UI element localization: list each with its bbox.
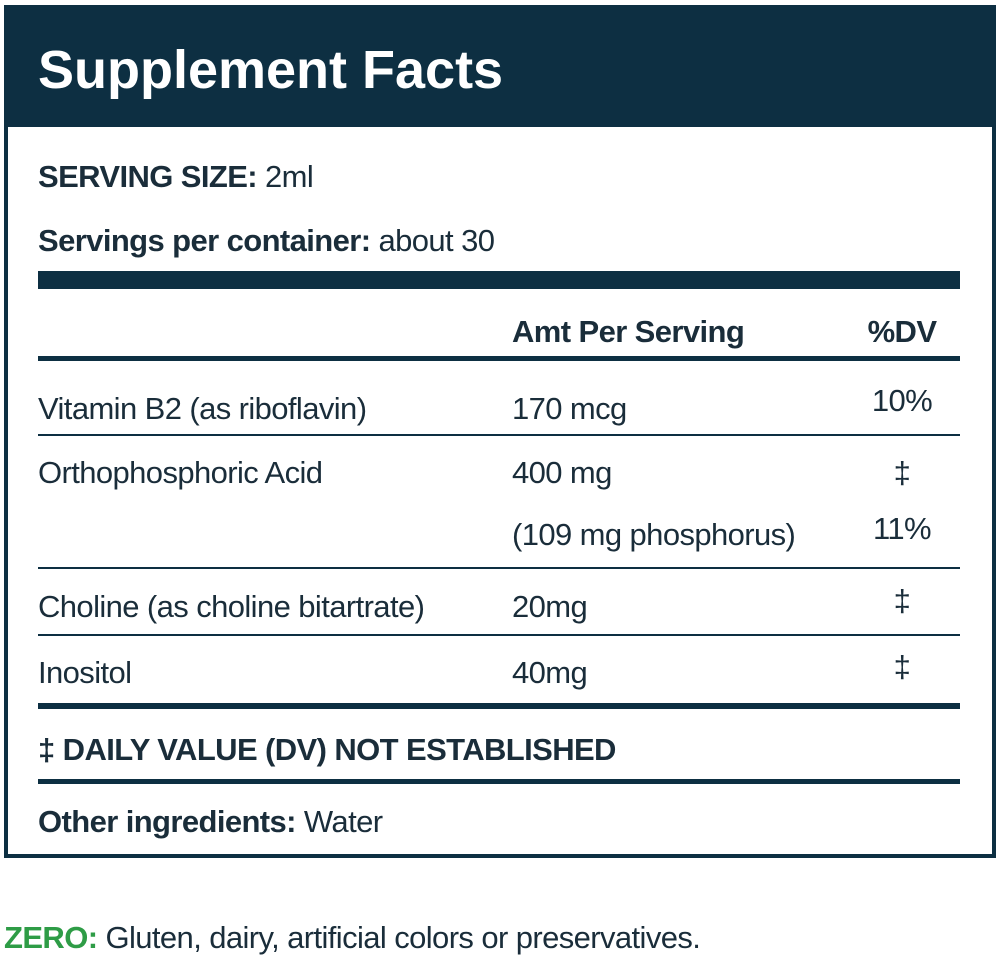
title: Supplement Facts	[38, 40, 504, 100]
rule	[38, 703, 960, 709]
amount: 20mg	[512, 589, 588, 624]
other-ingredients: Other ingredients: Water	[38, 804, 383, 840]
nutrient-name: Inositol	[38, 655, 132, 690]
rule	[38, 779, 960, 784]
label: SERVING SIZE:	[38, 159, 258, 194]
daily-value: ‡	[893, 583, 911, 618]
nutrient-name: Choline (as choline bitartrate)	[38, 589, 425, 624]
facts-panel: Supplement Facts SERVING SIZE: 2ml Servi…	[4, 5, 996, 858]
daily-value: 10%	[871, 383, 933, 418]
rule	[38, 356, 960, 361]
row-rule	[38, 567, 960, 569]
amount: 170 mcg	[512, 391, 627, 426]
amount: (109 mg phosphorus)	[512, 517, 796, 552]
header-bar: Supplement Facts	[8, 9, 992, 127]
row-rule	[38, 634, 960, 636]
label: Other ingredients:	[38, 804, 297, 839]
daily-value: 11%	[873, 511, 932, 546]
column-header: Amt Per Serving	[512, 314, 745, 349]
value: 2ml	[265, 159, 314, 194]
footnote: ‡ DAILY VALUE (DV) NOT ESTABLISHED	[38, 732, 616, 767]
value: Gluten, dairy, artificial colors or pres…	[105, 920, 701, 955]
column-header: %DV	[867, 314, 937, 349]
value: about 30	[378, 223, 495, 258]
amount: 400 mg	[512, 455, 612, 490]
nutrient-name: Orthophosphoric Acid	[38, 455, 323, 490]
amount: 40mg	[512, 655, 588, 690]
label: Servings per container:	[38, 223, 371, 258]
nutrient-name: Vitamin B2 (as riboflavin)	[38, 391, 367, 426]
zero-statement: ZERO: Gluten, dairy, artificial colors o…	[4, 920, 701, 956]
row-rule	[38, 434, 960, 436]
daily-value: ‡	[893, 455, 911, 490]
serving-size: SERVING SIZE: 2ml	[38, 159, 314, 195]
servings-per-container: Servings per container: about 30	[38, 223, 495, 259]
label: ZERO:	[4, 920, 98, 955]
value: Water	[303, 804, 383, 839]
thick-rule	[38, 271, 960, 289]
daily-value: ‡	[893, 649, 911, 684]
